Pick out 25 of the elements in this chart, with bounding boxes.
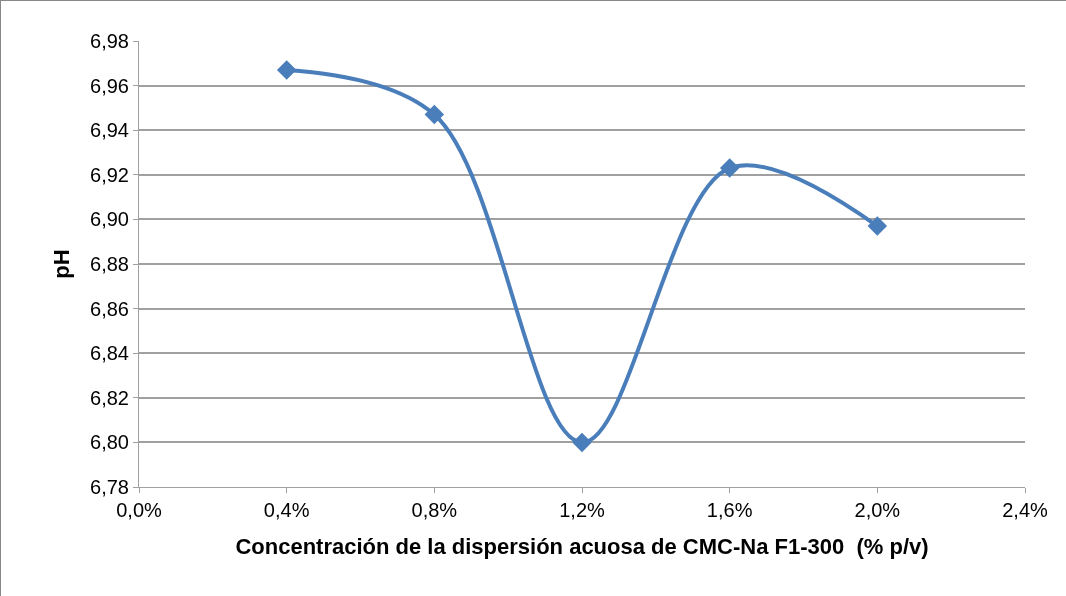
x-tick-label: 0,0% (116, 499, 163, 521)
y-tick-label: 6,96 (90, 74, 129, 97)
y-tick-label: 6,94 (90, 119, 129, 142)
x-axis-title: Concentración de la dispersión acuosa de CMC-Na F1-300 (% p/v) (235, 533, 929, 559)
point (276, 60, 297, 80)
y-tick-label: 6,98 (90, 30, 129, 52)
y-tick-label: 6,86 (90, 297, 129, 320)
y-tick-label: 6,90 (90, 208, 129, 231)
y-tick-label: 6,78 (90, 476, 129, 498)
y-tick-label: 6,92 (90, 163, 129, 186)
x-tick-label: 0,8% (411, 499, 458, 521)
point (867, 216, 888, 236)
point (572, 432, 592, 453)
point (719, 158, 740, 178)
x-tick-label: 2,0% (854, 499, 901, 521)
y-tick-label: 6,84 (90, 342, 129, 365)
x-tick-label: 1,2% (559, 499, 606, 521)
point (424, 104, 445, 125)
y-axis-title: pH (48, 249, 74, 279)
y-tick-label: 6,82 (90, 386, 129, 409)
x-tick-label: 0,4% (263, 499, 310, 521)
x-tick-label: 2,4% (1002, 499, 1049, 521)
y-tick-label: 6,88 (90, 253, 129, 275)
y-tick-label: 6,80 (90, 431, 129, 454)
x-tick-label: 1,6% (706, 499, 753, 521)
